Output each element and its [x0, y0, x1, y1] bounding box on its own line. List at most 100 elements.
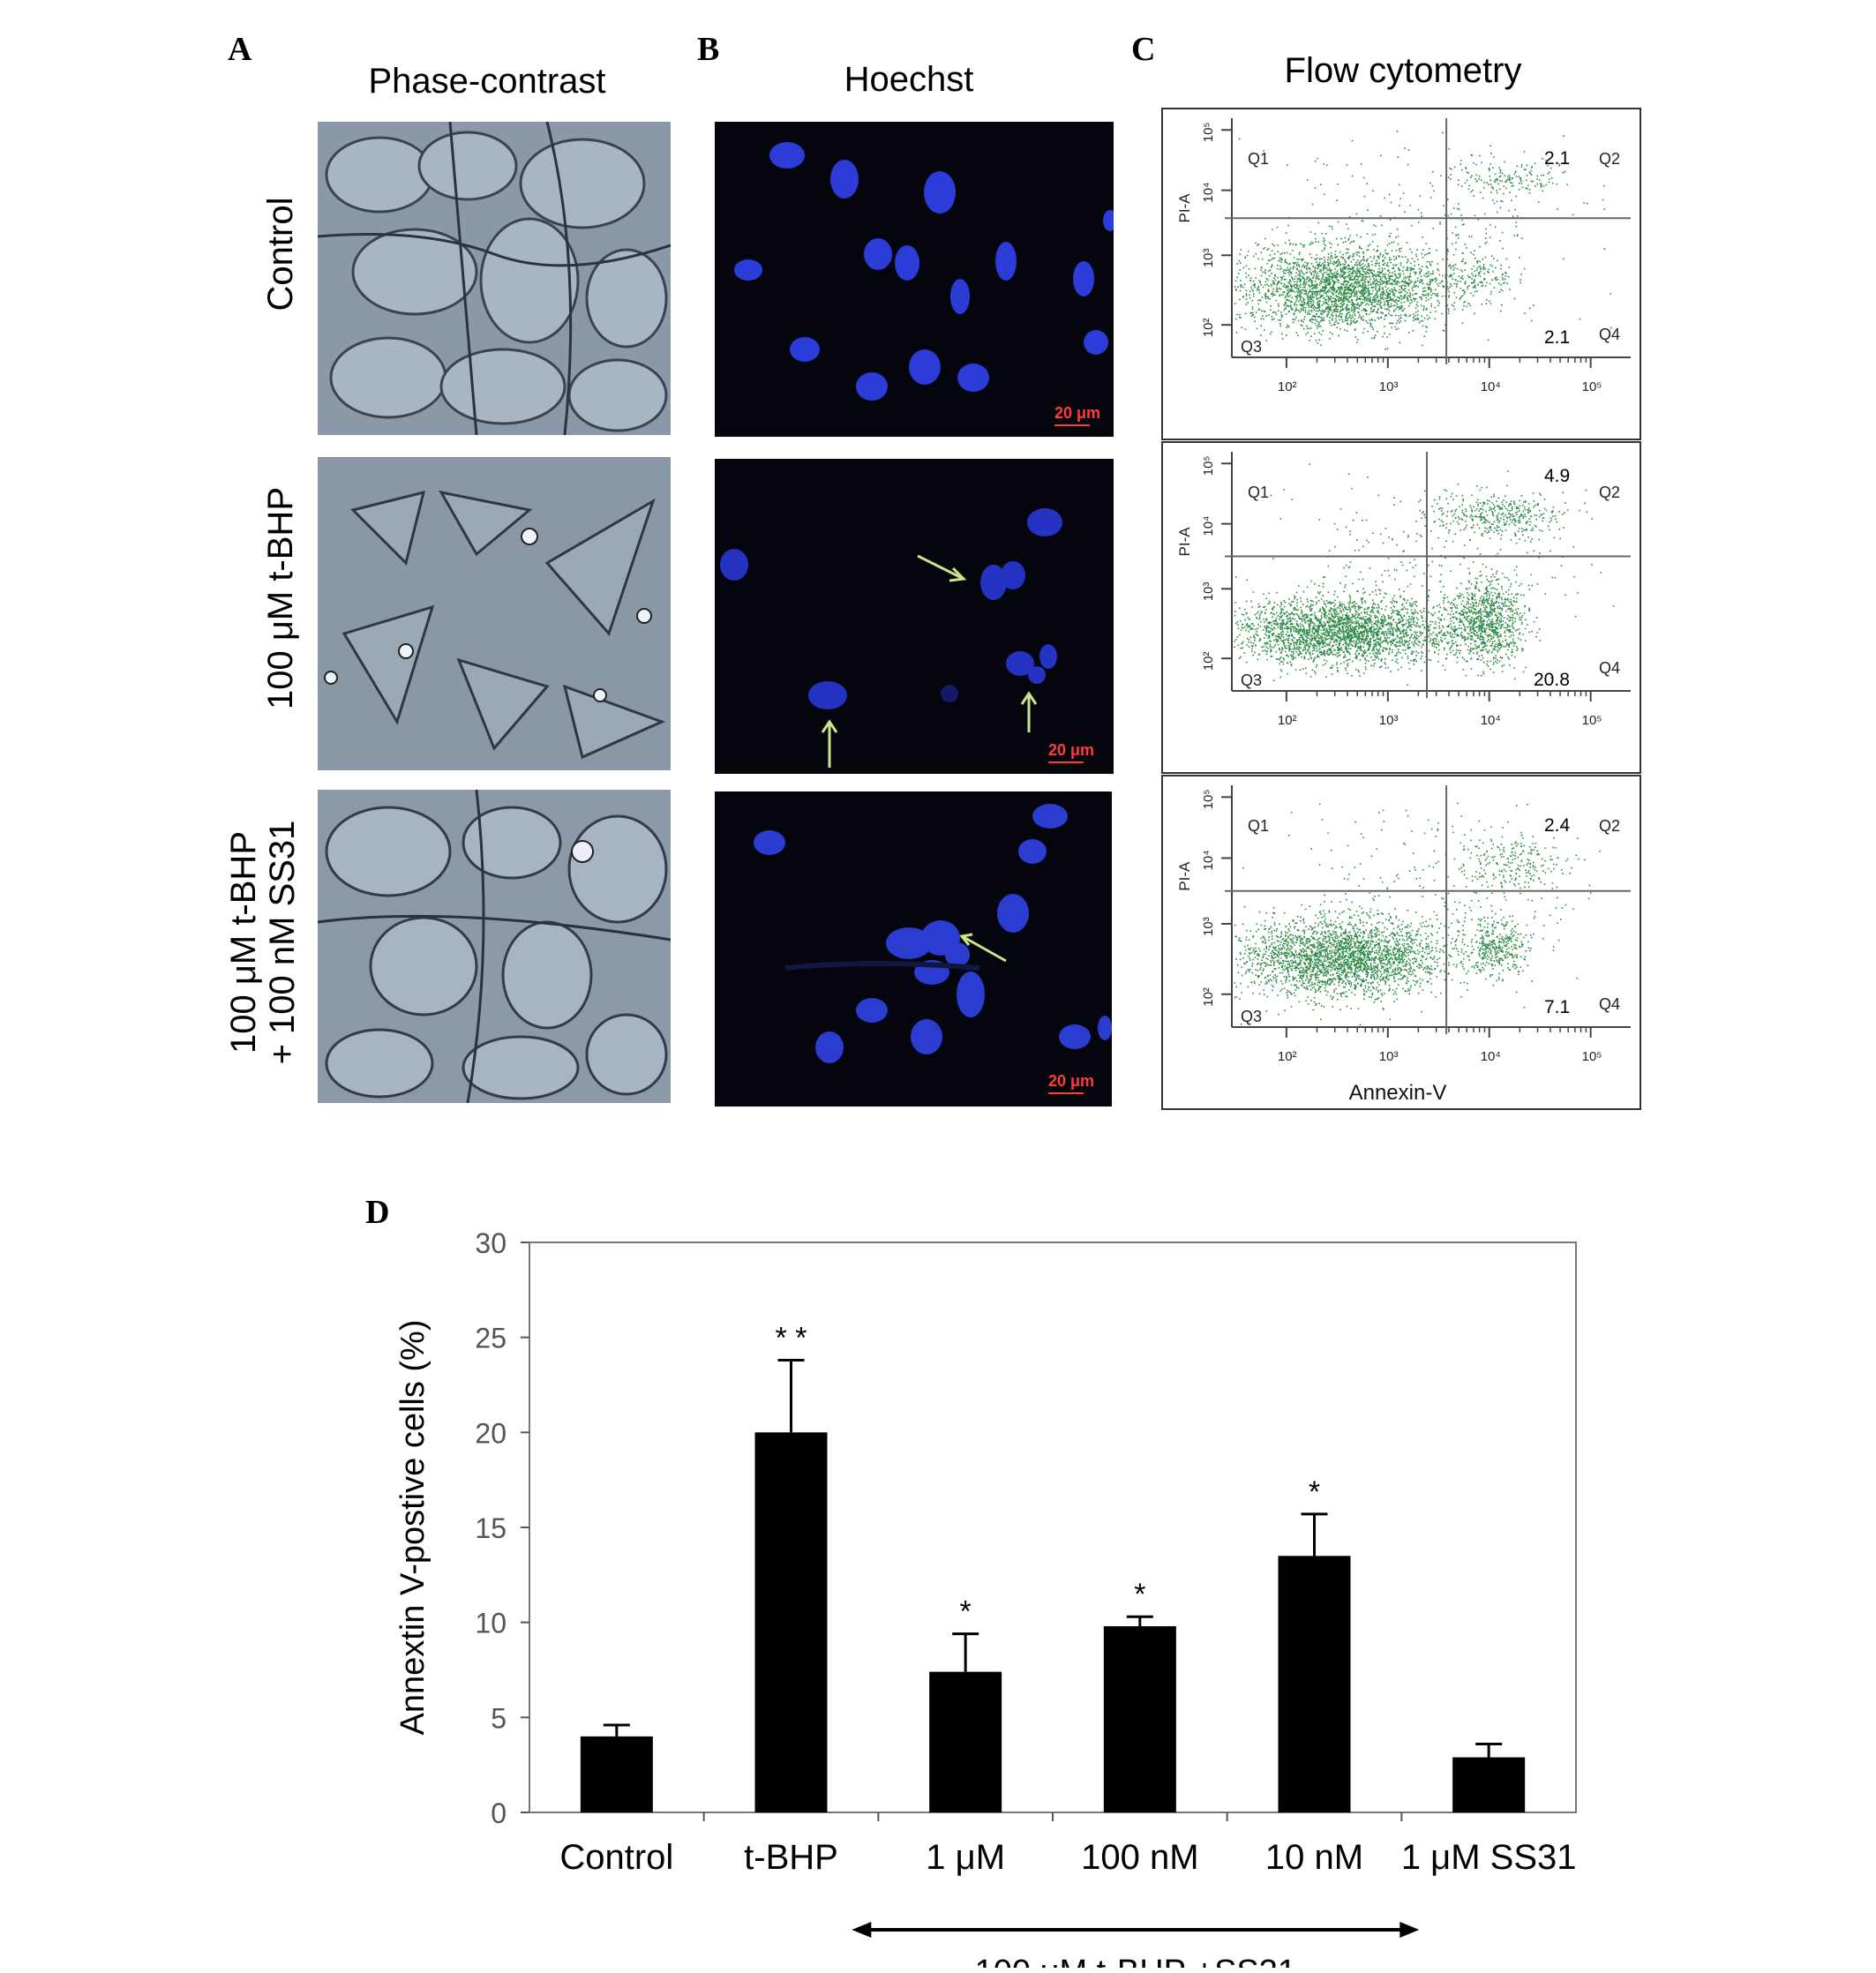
row-label-tbhp: 100 μM t-BHP: [261, 486, 300, 710]
bar-2: [929, 1671, 1002, 1812]
hoechst-title: Hoechst: [844, 60, 974, 99]
y-tick-label: 0: [491, 1797, 507, 1829]
flow-quadrant-label-q1: Q1: [1248, 817, 1269, 835]
annexin-bar-chart: 0 5 10 15 20 25 30 Annextin V-postive cells (%)…: [394, 1227, 1577, 1968]
flow-dots: [1234, 463, 1615, 686]
flow-y-tick-label: 10³: [1201, 249, 1216, 268]
scale-bar-control: 20 μm: [1054, 404, 1100, 426]
flow-y-tick-label: 10⁵: [1201, 122, 1216, 142]
flow-x-tick-label: 10⁴: [1481, 713, 1501, 728]
flow-y-tick-label: 10⁴: [1201, 515, 1216, 536]
flow-plot-tbhp-ss31: 10² 10³ 10⁴ 10⁵ 10² 10³ 10⁴ 10⁵ PI-A Q1 Q2 Q3 Q4 2.4 7…: [1161, 775, 1641, 1110]
phase-contrast-image-tbhp-ss31: [318, 790, 671, 1103]
panel-letter-d: D: [365, 1194, 390, 1231]
flow-x-tick-label: 10⁴: [1481, 1049, 1501, 1064]
flow-cytometry-title: Flow cytometry: [1284, 51, 1522, 90]
y-tick-label: 10: [475, 1608, 507, 1639]
flow-plot-control: 10² 10³ 10⁴ 10⁵ 10² 10³ 10⁴ 10⁵ PI-A Q1 Q2 Q3 Q4 2.1 2…: [1161, 108, 1641, 440]
bar-0: [580, 1736, 653, 1812]
scale-bar-tbhp-ss31: 20 μm: [1048, 1072, 1094, 1094]
flow-x-tick-label: 10⁵: [1582, 713, 1602, 728]
row-label-tbhp-ss31: 100 μM t-BHP + 100 nM SS31: [224, 820, 302, 1065]
significance-marker-1: * *: [776, 1322, 807, 1355]
bracket-arrow-right-head: [1399, 1922, 1420, 1938]
flow-y-tick-label: 10³: [1201, 582, 1216, 602]
flow-y-axis-label: PI-A: [1176, 527, 1193, 557]
flow-y-tick-label: 10⁵: [1201, 789, 1216, 809]
scale-bar-tbhp: 20 μm: [1048, 741, 1094, 763]
hoechst-image-tbhp: 20 μm: [715, 459, 1114, 774]
hoechst-image-tbhp-ss31: 20 μm: [715, 791, 1112, 1107]
y-tick-label: 30: [475, 1227, 507, 1259]
flow-x-tick-label: 10²: [1278, 713, 1297, 728]
flow-quadrant-label-q4: Q4: [1599, 326, 1620, 343]
flow-x-tick-label: 10⁵: [1582, 1049, 1602, 1064]
flow-q2-percentage: 4.9: [1544, 466, 1570, 486]
flow-q2-percentage: 2.1: [1544, 148, 1570, 169]
flow-quadrant-label-q4: Q4: [1599, 659, 1620, 677]
flow-x-tick-label: 10⁵: [1582, 379, 1602, 394]
flow-y-tick-label: 10⁵: [1201, 455, 1216, 476]
panel-letter-a: A: [228, 31, 252, 68]
flow-x-tick-label: 10⁴: [1481, 379, 1501, 394]
category-label-3: 100 nM: [1081, 1838, 1198, 1877]
flow-quadrant-label-q2: Q2: [1599, 150, 1620, 168]
y-tick-label: 20: [475, 1417, 507, 1449]
y-axis-label: Annextin V-postive cells (%): [394, 1320, 431, 1736]
row-label-control: Control: [261, 197, 300, 311]
y-tick-label: 25: [475, 1323, 507, 1354]
panel-letter-b: B: [697, 31, 720, 68]
plot-frame: [529, 1242, 1577, 1813]
flow-q4-percentage: 2.1: [1544, 327, 1570, 348]
flow-y-axis-label: PI-A: [1176, 193, 1193, 223]
flow-y-tick-label: 10²: [1201, 318, 1216, 337]
flow-x-tick-label: 10³: [1379, 713, 1399, 728]
flow-dots: [1234, 802, 1601, 1026]
category-label-0: Control: [559, 1838, 673, 1877]
flow-quadrant-label-q1: Q1: [1248, 484, 1269, 501]
flow-x-tick-label: 10²: [1278, 379, 1297, 394]
bracket-label: 100 μM t-BHP +SS31: [975, 1954, 1296, 1968]
flow-quadrant-label-q3: Q3: [1241, 671, 1262, 689]
flow-y-tick-label: 10⁴: [1201, 850, 1216, 870]
flow-x-axis-label: Annexin-V: [1349, 1081, 1447, 1105]
bar-3: [1103, 1625, 1176, 1812]
flow-quadrant-label-q2: Q2: [1599, 484, 1620, 501]
flow-quadrant-label-q3: Q3: [1241, 1008, 1262, 1025]
flow-x-tick-label: 10³: [1379, 1049, 1399, 1064]
y-tick-label: 15: [475, 1512, 507, 1544]
phase-contrast-image-control: [318, 122, 671, 435]
flow-q4-percentage: 20.8: [1534, 670, 1570, 690]
flow-plot-tbhp: 10² 10³ 10⁴ 10⁵ 10² 10³ 10⁴ 10⁵ PI-A Q1 Q2 Q3 Q4 4.9 2…: [1161, 441, 1641, 774]
significance-marker-4: *: [1309, 1475, 1320, 1509]
flow-y-axis-label: PI-A: [1176, 861, 1193, 891]
panel-letter-c: C: [1131, 31, 1156, 68]
flow-quadrant-label-q2: Q2: [1599, 817, 1620, 835]
flow-q4-percentage: 7.1: [1544, 997, 1570, 1017]
category-label-5: 1 μM SS31: [1401, 1838, 1577, 1877]
hoechst-image-control: 20 μm: [715, 122, 1114, 437]
significance-marker-3: *: [1134, 1578, 1145, 1611]
category-label-2: 1 μM: [926, 1838, 1005, 1877]
flow-x-tick-label: 10³: [1379, 379, 1399, 394]
bar-1: [754, 1432, 828, 1812]
flow-quadrant-label-q3: Q3: [1241, 338, 1262, 356]
flow-y-tick-label: 10²: [1201, 987, 1216, 1007]
bar-5: [1452, 1757, 1526, 1812]
phase-contrast-title: Phase-contrast: [368, 62, 606, 101]
category-label-4: 10 nM: [1265, 1838, 1363, 1877]
phase-contrast-image-tbhp: [318, 457, 671, 770]
y-tick-label: 5: [491, 1702, 507, 1734]
flow-quadrant-label-q4: Q4: [1599, 995, 1620, 1013]
flow-y-tick-label: 10²: [1201, 651, 1216, 671]
flow-dots: [1234, 131, 1612, 350]
significance-marker-2: *: [960, 1595, 972, 1629]
flow-y-tick-label: 10³: [1201, 917, 1216, 936]
flow-quadrant-label-q1: Q1: [1248, 150, 1269, 168]
flow-q2-percentage: 2.4: [1544, 815, 1571, 836]
flow-y-tick-label: 10⁴: [1201, 182, 1216, 202]
flow-x-tick-label: 10²: [1278, 1049, 1297, 1064]
bar-4: [1278, 1556, 1351, 1812]
bracket-arrow-left-head: [852, 1922, 872, 1938]
category-label-1: t-BHP: [744, 1838, 838, 1877]
